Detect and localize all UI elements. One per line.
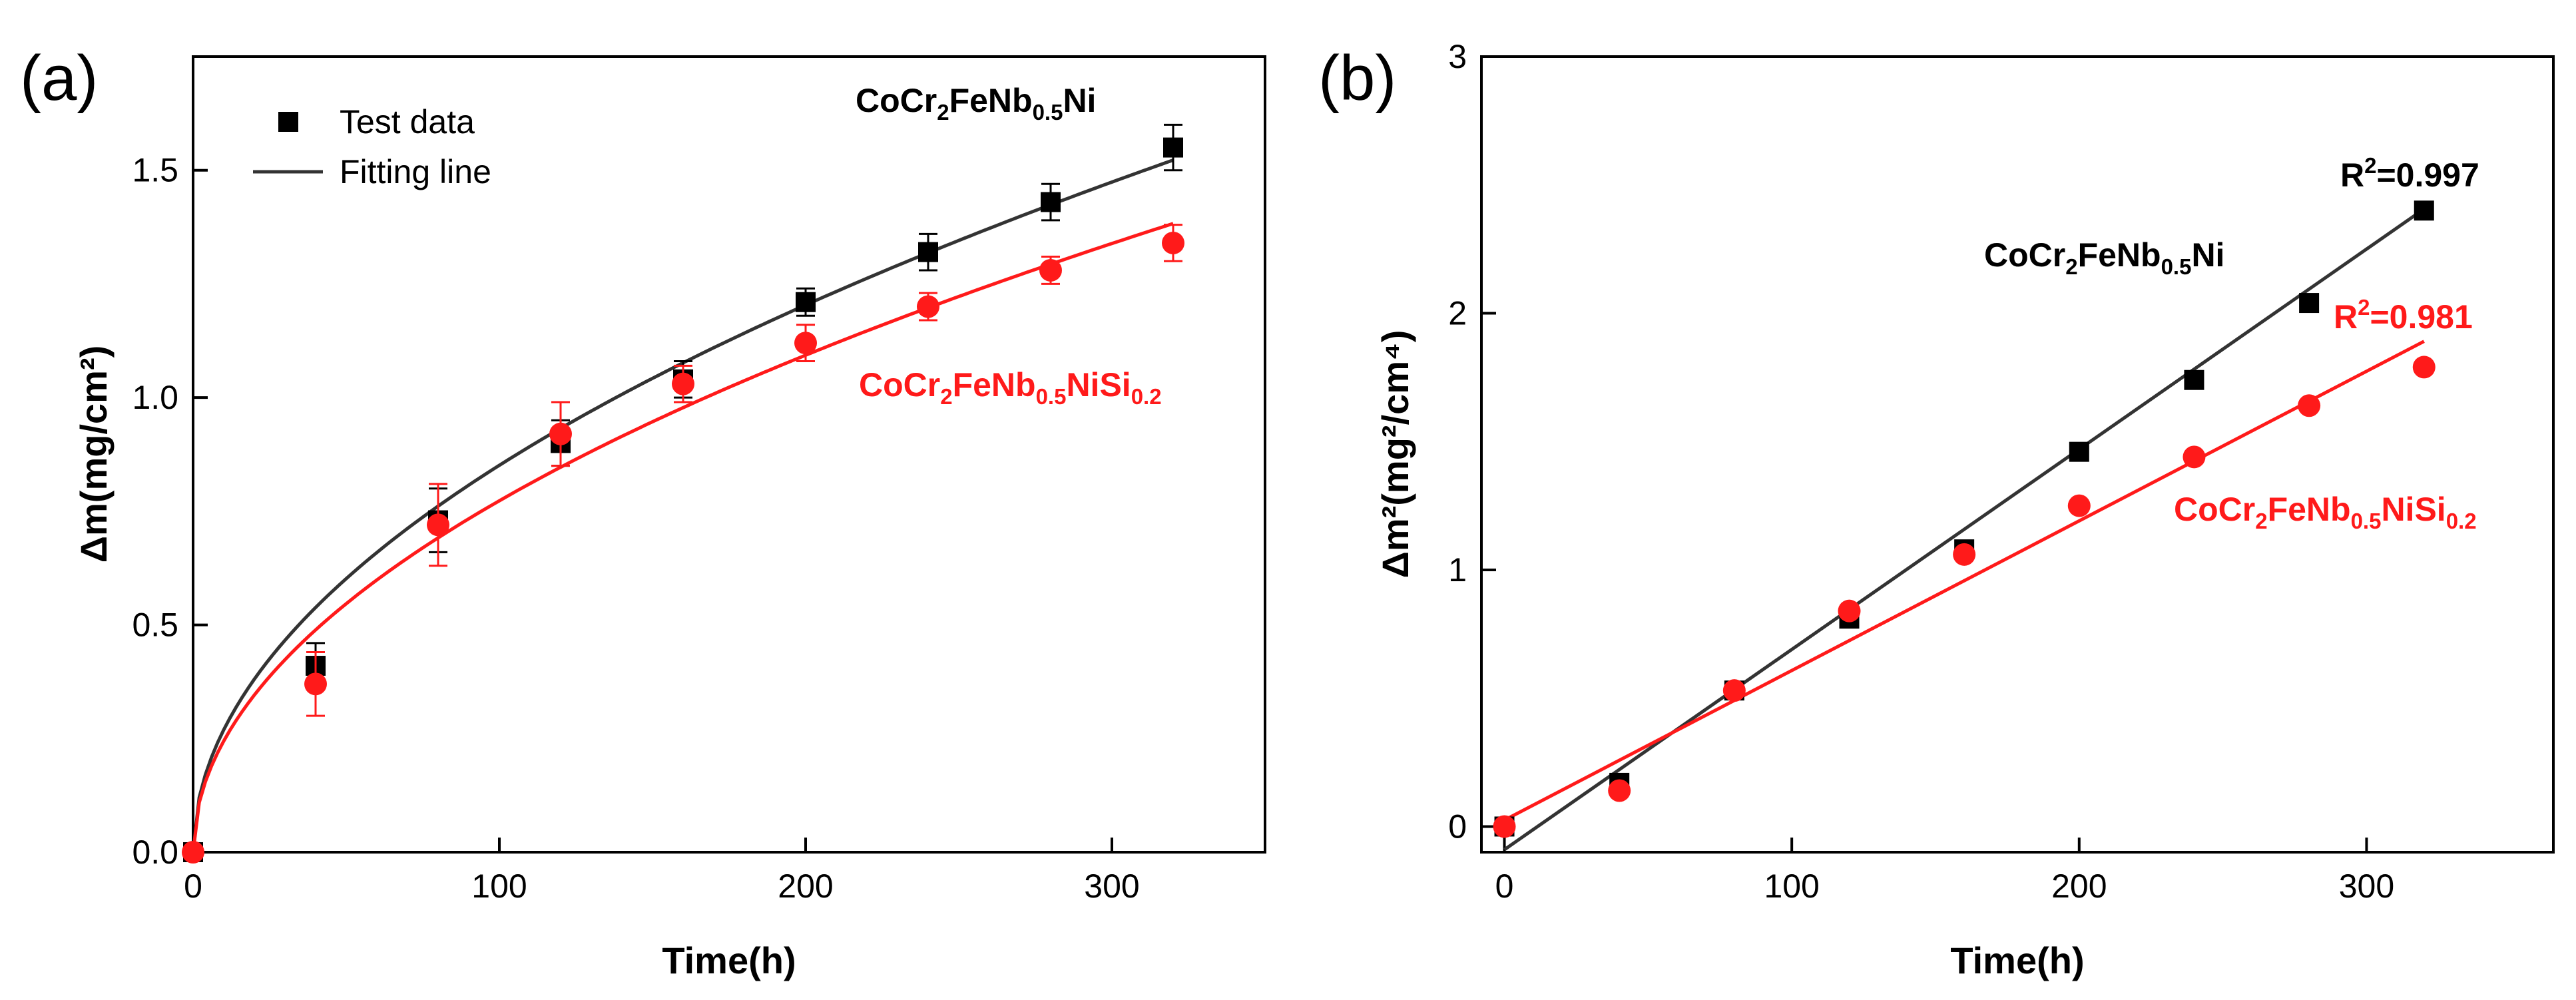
data-point-circle — [794, 332, 817, 355]
panel-a-series-label-black: CoCr2FeNb0.5Ni — [856, 82, 1096, 125]
panel-b-series-label-red: CoCr2FeNb0.5NiSi0.2 — [2174, 491, 2477, 533]
panel-b-y-tick-label: 3 — [1448, 38, 1467, 75]
data-point-circle — [182, 841, 204, 864]
panel-a-data-points — [182, 123, 1184, 864]
panel-a-y-axis-label: Δm(mg/cm²) — [73, 346, 115, 563]
panel-b-y-axis-label: Δm²(mg²/cm⁴) — [1374, 330, 1416, 579]
panel-b-fit-line-red — [1503, 340, 2425, 822]
panel-a-y-tick-label: 1.5 — [132, 152, 178, 189]
data-point-circle — [917, 295, 939, 318]
panel-b-y-tick-label: 1 — [1448, 551, 1467, 589]
panel-b-r2-black: R2=0.997 — [2340, 153, 2479, 194]
panel-a-x-tick-label: 0 — [184, 868, 202, 905]
panel-b-x-tick-labels: 0 100 200 300 — [1495, 868, 2395, 905]
panel-a: (a) 0 100 200 300 0.0 0.5 1.0 1.5 Time(h… — [20, 43, 1266, 981]
panel-a-x-tick-label: 100 — [471, 868, 527, 905]
panel-a-plot-frame — [192, 55, 1266, 854]
data-point-circle — [549, 422, 572, 445]
data-point-square — [2184, 370, 2204, 390]
data-point-circle — [2412, 356, 2436, 379]
data-point-circle — [1608, 779, 1631, 802]
data-point-circle — [672, 372, 694, 395]
data-point-square — [2299, 293, 2320, 314]
panel-a-y-tick-label: 0.5 — [132, 607, 178, 644]
legend-test-data-label: Test data — [340, 103, 475, 140]
legend-fitting-line-label: Fitting line — [340, 153, 491, 190]
panel-a-fit-curve-black — [191, 158, 1174, 853]
panel-b-y-tick-label: 0 — [1448, 808, 1467, 845]
panel-a-x-tick-label: 200 — [778, 868, 833, 905]
panel-b-fit-line-black — [1503, 207, 2426, 852]
panel-b-x-tick-label: 200 — [2051, 868, 2107, 905]
data-point-circle — [427, 513, 449, 537]
data-point-circle — [2183, 445, 2206, 469]
panel-b-x-tick-label: 100 — [1764, 868, 1819, 905]
panel-a-x-tick-labels: 0 100 200 300 — [184, 868, 1140, 905]
panel-a-y-tick-label: 0.0 — [132, 834, 178, 871]
panel-b-ticks — [1481, 55, 2368, 852]
panel-a-x-axis-label: Time(h) — [662, 939, 796, 981]
data-point-square — [918, 242, 938, 262]
panel-a-ticks — [192, 168, 1113, 854]
panel-a-x-tick-label: 300 — [1084, 868, 1139, 905]
data-point-circle — [1039, 258, 1062, 282]
data-point-circle — [1162, 231, 1184, 254]
panel-a-fit-curve-red — [191, 222, 1174, 853]
panel-b: (b) 0 100 200 300 0 1 2 3 Time(h) Δm²(mg… — [1318, 38, 2555, 981]
panel-b-label: (b) — [1318, 43, 1396, 114]
panel-b-x-axis-label: Time(h) — [1950, 939, 2084, 981]
panel-b-data-points — [1493, 200, 2436, 838]
data-point-circle — [1838, 599, 1861, 623]
data-point-square — [2069, 441, 2089, 462]
data-point-square — [2414, 200, 2434, 221]
panel-b-plot-frame — [1480, 55, 2555, 854]
data-point-circle — [1722, 679, 1746, 702]
panel-a-y-tick-labels: 0.0 0.5 1.0 1.5 — [132, 152, 178, 871]
panel-b-r2-red: R2=0.981 — [2334, 295, 2473, 336]
panel-b-y-tick-labels: 0 1 2 3 — [1448, 38, 1467, 845]
panel-b-x-tick-label: 300 — [2339, 868, 2394, 905]
data-point-circle — [1493, 815, 1516, 838]
data-point-square — [796, 292, 816, 312]
data-point-square — [1163, 137, 1183, 158]
panel-b-x-tick-label: 0 — [1495, 868, 1514, 905]
panel-a-y-tick-label: 1.0 — [132, 379, 178, 416]
data-point-square — [1041, 192, 1061, 212]
legend-square-marker — [278, 112, 298, 132]
panel-b-y-tick-label: 2 — [1448, 294, 1467, 332]
panel-a-legend: Test data Fitting line — [253, 103, 491, 190]
data-point-circle — [2298, 394, 2321, 417]
data-point-circle — [2067, 494, 2091, 517]
panel-a-label: (a) — [20, 43, 98, 114]
data-point-circle — [304, 672, 327, 696]
panel-b-series-label-black: CoCr2FeNb0.5Ni — [1984, 236, 2224, 279]
panel-a-series-label-red: CoCr2FeNb0.5NiSi0.2 — [859, 366, 1162, 409]
data-point-circle — [1953, 543, 1976, 566]
